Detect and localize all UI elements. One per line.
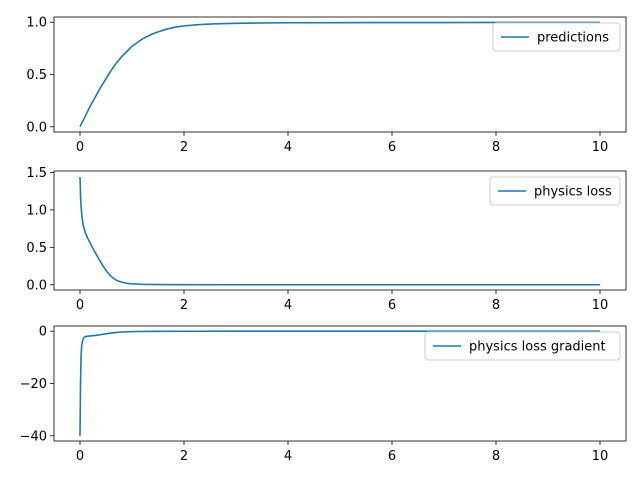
legend-1: predictions	[492, 22, 621, 52]
subplot-1: 0 2 4 6 8 10 0.0 0.5 1.0 predictions	[26, 16, 627, 155]
legend-label: physics loss gradient	[469, 340, 606, 355]
subplot-3: 0 2 4 6 8 10 −40 −20 0 physics loss gradient	[20, 325, 627, 464]
x-tick-label: 10	[592, 140, 609, 155]
y-tick-label: 0	[39, 325, 47, 340]
legend-label: physics loss	[534, 185, 612, 200]
series-line-1-1	[79, 21, 600, 128]
y-tick-label: 1.0	[26, 16, 47, 31]
x-tick-label: 2	[180, 140, 188, 155]
x-tick-label: 0	[76, 298, 84, 313]
x-tick-label: 2	[180, 298, 188, 313]
y-tick-label: 1.0	[26, 203, 47, 218]
y-tick-label: 0.5	[26, 68, 47, 83]
y-tick-label: −40	[20, 429, 47, 444]
x-tick-label: 6	[388, 298, 396, 313]
x-tick-label: 8	[492, 298, 500, 313]
x-tick-label: 10	[592, 449, 609, 464]
y-tick-label: 0.5	[26, 241, 47, 256]
x-tick-label: 10	[592, 298, 609, 313]
series-line-3-1	[79, 330, 600, 436]
x-tick-label: 6	[388, 449, 396, 464]
x-tick-label: 4	[284, 298, 292, 313]
legend-box	[424, 331, 621, 361]
legend-2: physics loss	[489, 176, 621, 206]
legend-3: physics loss gradient	[424, 331, 621, 361]
x-tick-label: 6	[388, 140, 396, 155]
subplot-2: 0 2 4 6 8 10 0.0 0.5 1.0 1.5 physics loss	[26, 166, 627, 313]
x-tick-label: 4	[284, 140, 292, 155]
y-tick-label: 0.0	[26, 278, 47, 293]
x-tick-label: 0	[76, 140, 84, 155]
y-tick-label: 0.0	[26, 120, 47, 135]
x-tick-label: 0	[76, 449, 84, 464]
y-tick-label: 1.5	[26, 166, 47, 181]
x-tick-label: 8	[492, 140, 500, 155]
series-line-2-1	[79, 176, 600, 286]
x-tick-label: 8	[492, 449, 500, 464]
x-tick-label: 2	[180, 449, 188, 464]
axes-frame-2	[53, 170, 627, 291]
y-tick-label: −20	[20, 377, 47, 392]
legend-box	[489, 176, 621, 206]
x-tick-label: 4	[284, 449, 292, 464]
legend-box	[492, 22, 621, 52]
legend-label: predictions	[537, 31, 609, 46]
